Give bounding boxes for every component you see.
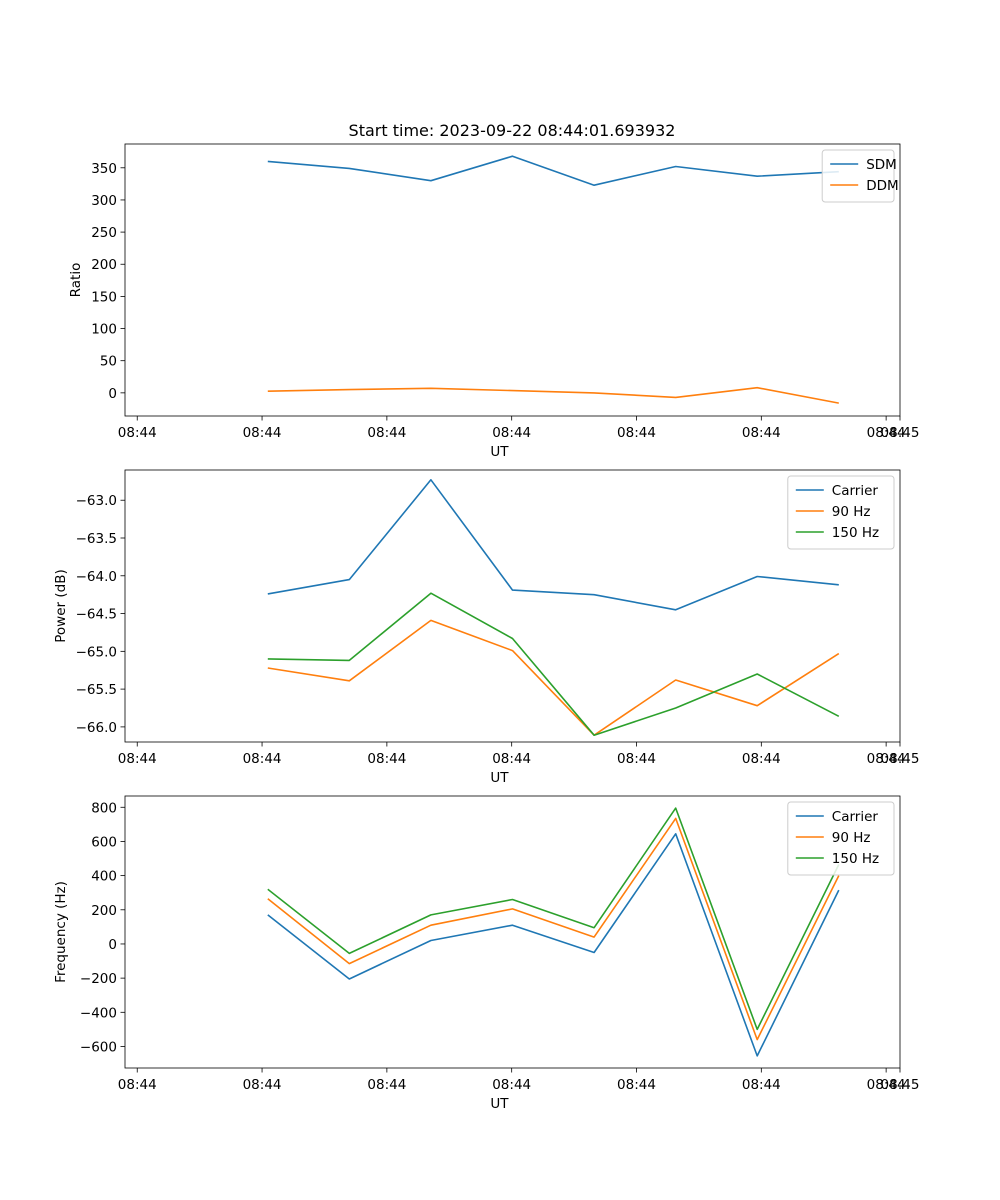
x-tick-label: 08:44 [492, 751, 531, 767]
y-tick-label: −600 [80, 1039, 117, 1055]
chart-panel-3: 08:44 08:44 08:44 08:44 08:44 08:44 08:4408:45… [53, 795, 920, 1112]
x-tick-label: 08:44 [118, 425, 157, 441]
y-tick-label: 200 [91, 257, 117, 273]
x-tick-label: 08:44 [243, 425, 282, 441]
legend-label: DDM [866, 178, 898, 194]
x-tick-label: 08:44 [118, 751, 157, 767]
x-tick-label: 08:44 [492, 425, 531, 441]
y-tick-label: 150 [91, 289, 117, 305]
x-tick-label: 08:44 [367, 751, 406, 767]
y-tick-label: 800 [91, 800, 117, 816]
y-tick-label: −66.0 [76, 720, 117, 736]
y-tick-label: 350 [91, 161, 117, 177]
y-tick-label: 200 [91, 903, 117, 919]
y-tick-label: 250 [91, 225, 117, 241]
x-tick-label: 08:44 [742, 751, 781, 767]
plot-frame [124, 143, 901, 417]
x-tick-label: 08:44 [243, 751, 282, 767]
series-line-carrier [267, 478, 839, 611]
legend-label: 150 Hz [832, 525, 879, 541]
y-tick-label: −64.0 [76, 569, 117, 585]
plot-frame [124, 469, 901, 743]
y-tick-label: 0 [108, 386, 117, 402]
legend-label: SDM [866, 157, 897, 173]
y-tick-label: −63.0 [76, 493, 117, 509]
series-line-sdm [267, 155, 839, 186]
x-tick-label: 08:44 [742, 425, 781, 441]
x-tick-label: 08:44 [617, 751, 656, 767]
x-tick-label: 08:44 [867, 425, 906, 441]
y-tick-label: 0 [108, 937, 117, 953]
x-tick-label: 08:45 [881, 1077, 920, 1093]
series-line-carrier [267, 832, 840, 1057]
x-tick-label: 08:45 [881, 751, 920, 767]
plot-frame [124, 795, 901, 1069]
legend-label: 150 Hz [832, 851, 879, 867]
y-tick-label: 100 [91, 322, 117, 338]
y-axis-label: Power (dB) [53, 569, 69, 642]
y-axis-label: Frequency (Hz) [53, 881, 69, 983]
legend: Carrier 90 Hz 150 Hz [787, 475, 895, 550]
y-axis-label: Ratio [68, 263, 84, 298]
legend-label: 90 Hz [832, 830, 871, 846]
y-tick-label: 400 [91, 869, 117, 885]
x-tick-label: 08:44 [617, 1077, 656, 1093]
legend-label: 90 Hz [832, 504, 871, 520]
y-tick-label: 50 [100, 354, 117, 370]
series-line-150-hz [267, 807, 840, 1031]
x-axis-label: UT [490, 770, 509, 786]
x-tick-label: 08:44 [617, 425, 656, 441]
panels: 08:44 08:44 08:44 08:44 08:44 08:44 08:4408:45… [53, 143, 920, 1112]
y-tick-label: −400 [80, 1005, 117, 1021]
x-tick-label: 08:44 [367, 1077, 406, 1093]
series-line-150-hz [267, 592, 840, 737]
legend-label: Carrier [832, 483, 879, 499]
series-line-90-hz [267, 817, 840, 1041]
legend-label: Carrier [832, 809, 879, 825]
x-tick-label: 08:44 [867, 751, 906, 767]
y-tick-label: 300 [91, 193, 117, 209]
y-tick-label: −65.5 [76, 682, 117, 698]
x-axis-label: UT [490, 444, 509, 460]
y-tick-label: −63.5 [76, 531, 117, 547]
legend: Carrier 90 Hz 150 Hz [787, 801, 895, 876]
y-tick-label: 600 [91, 834, 117, 850]
x-tick-label: 08:44 [867, 1077, 906, 1093]
legend-box [787, 475, 895, 550]
y-tick-label: −200 [80, 971, 117, 987]
figure-title: Start time: 2023-09-22 08:44:01.693932 [349, 121, 676, 140]
x-tick-label: 08:44 [742, 1077, 781, 1093]
y-tick-label: −65.0 [76, 644, 117, 660]
y-tick-label: −64.5 [76, 607, 117, 623]
x-tick-label: 08:44 [243, 1077, 282, 1093]
series-line-90-hz [267, 619, 840, 737]
series-line-ddm [267, 386, 839, 404]
legend-box [787, 801, 895, 876]
legend-box [821, 149, 895, 203]
x-tick-label: 08:44 [118, 1077, 157, 1093]
legend: SDM DDM [821, 149, 899, 203]
x-axis-label: UT [490, 1096, 509, 1112]
x-tick-label: 08:45 [881, 425, 920, 441]
chart-panel-2: 08:44 08:44 08:44 08:44 08:44 08:44 08:4408:45… [53, 469, 920, 786]
chart-panel-1: 08:44 08:44 08:44 08:44 08:44 08:44 08:4408:45… [68, 143, 920, 460]
x-tick-label: 08:44 [367, 425, 406, 441]
x-tick-label: 08:44 [492, 1077, 531, 1093]
